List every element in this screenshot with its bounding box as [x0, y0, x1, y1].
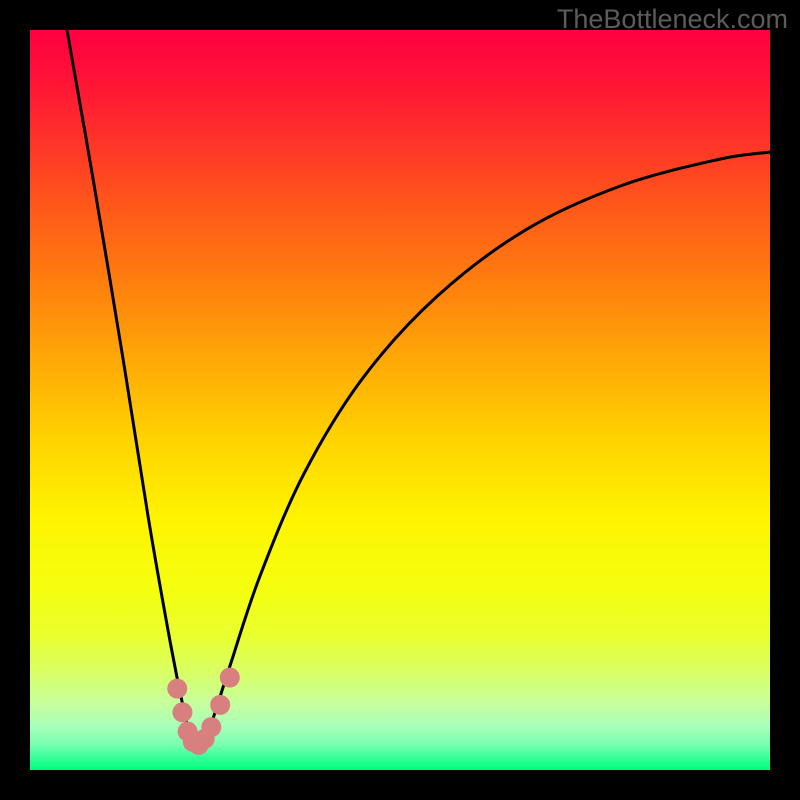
optimum-marker — [210, 695, 230, 715]
chart-frame: TheBottleneck.com — [0, 0, 800, 800]
optimum-marker — [201, 717, 221, 737]
optimum-marker — [172, 702, 192, 722]
gradient-background — [30, 30, 770, 770]
optimum-marker — [167, 679, 187, 699]
optimum-marker — [220, 668, 240, 688]
watermark-text: TheBottleneck.com — [557, 4, 788, 35]
bottleneck-chart — [0, 0, 800, 800]
